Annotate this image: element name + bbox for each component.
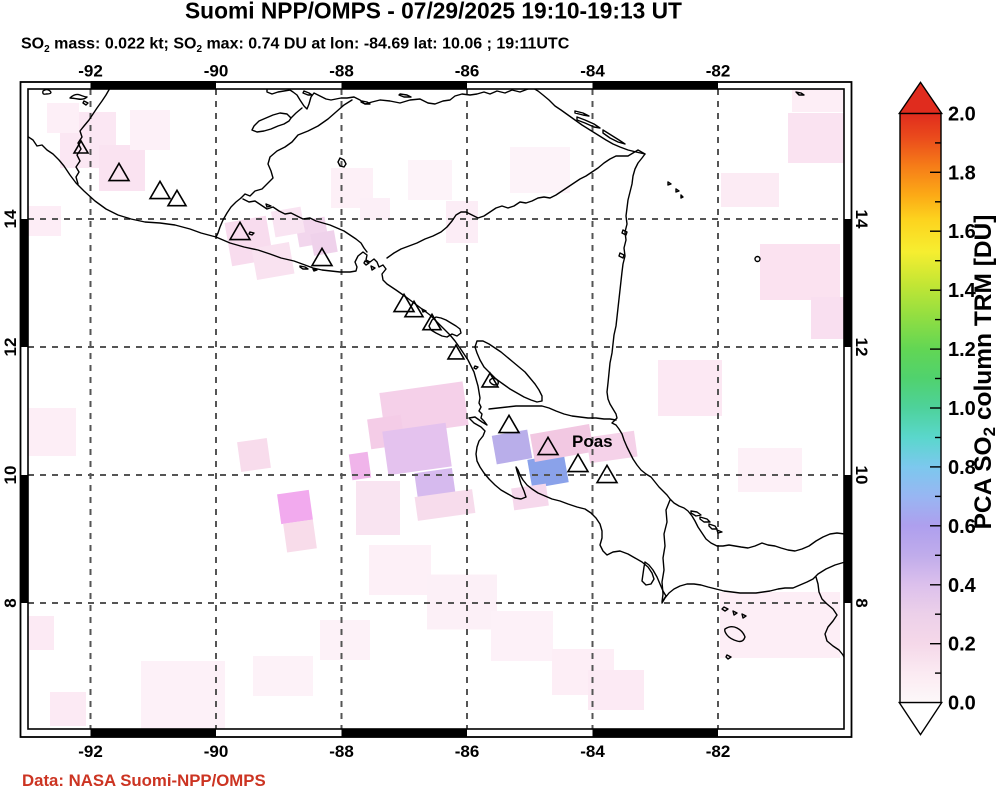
svg-text:-88: -88 [329,742,354,761]
svg-text:-82: -82 [706,742,731,761]
svg-text:Data: NASA Suomi-NPP/OMPS: Data: NASA Suomi-NPP/OMPS [22,771,266,790]
svg-text:1.8: 1.8 [948,162,976,184]
svg-text:-90: -90 [204,742,229,761]
svg-text:2.0: 2.0 [948,103,976,125]
svg-text:0.6: 0.6 [948,516,976,538]
svg-text:10: 10 [1,466,20,485]
svg-text:-84: -84 [580,742,605,761]
svg-text:1.4: 1.4 [948,280,977,302]
svg-text:12: 12 [852,338,871,357]
svg-text:8: 8 [852,598,871,607]
svg-text:0.4: 0.4 [948,575,977,597]
svg-text:-92: -92 [78,62,103,81]
svg-text:-88: -88 [329,62,354,81]
svg-text:8: 8 [1,598,20,607]
svg-text:SO2 mass: 0.022 kt; SO2 max: 0: SO2 mass: 0.022 kt; SO2 max: 0.74 DU at … [21,35,570,55]
svg-text:-90: -90 [204,62,229,81]
svg-text:Poas: Poas [572,432,613,451]
svg-text:PCA SO2 column TRM [DU]: PCA SO2 column TRM [DU] [970,215,999,530]
svg-text:1.0: 1.0 [948,398,976,420]
svg-text:0.8: 0.8 [948,457,976,479]
svg-text:14: 14 [1,209,20,228]
svg-text:-84: -84 [580,62,605,81]
svg-text:10: 10 [852,466,871,485]
svg-text:-82: -82 [706,62,731,81]
svg-text:1.2: 1.2 [948,339,976,361]
svg-text:-86: -86 [455,742,480,761]
svg-text:0.2: 0.2 [948,634,976,656]
svg-text:-86: -86 [455,62,480,81]
svg-text:-92: -92 [78,742,103,761]
svg-text:Suomi NPP/OMPS - 07/29/2025 19: Suomi NPP/OMPS - 07/29/2025 19:10-19:13 … [185,0,682,23]
svg-text:0.0: 0.0 [948,693,976,715]
svg-text:12: 12 [1,338,20,357]
svg-text:1.6: 1.6 [948,221,976,243]
svg-text:14: 14 [852,210,871,229]
